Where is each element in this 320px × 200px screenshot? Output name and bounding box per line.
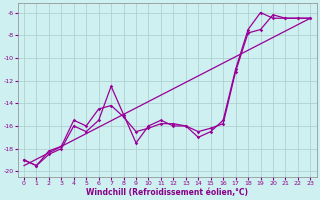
X-axis label: Windchill (Refroidissement éolien,°C): Windchill (Refroidissement éolien,°C) [86,188,248,197]
